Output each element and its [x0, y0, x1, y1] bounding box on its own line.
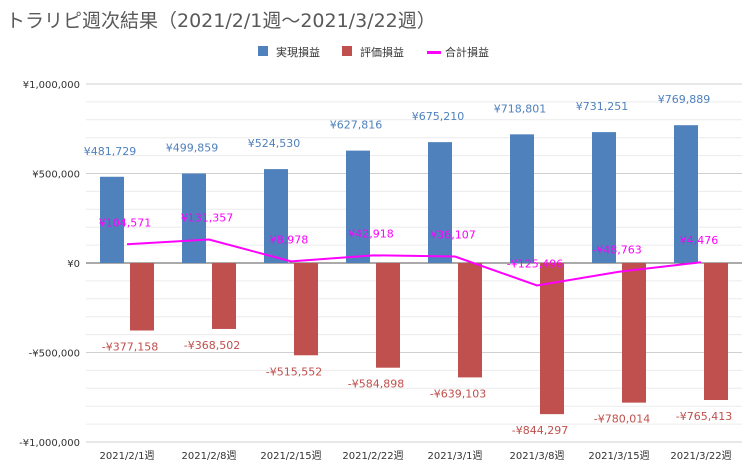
label-unrealized: -¥844,297 — [512, 424, 568, 437]
label-unrealized: -¥515,552 — [266, 365, 322, 378]
label-realized: ¥627,816 — [330, 119, 383, 132]
bar-unrealized — [704, 263, 728, 401]
label-unrealized: -¥780,014 — [594, 413, 650, 426]
x-tick-label: 2021/3/15週 — [588, 450, 649, 462]
legend-swatch-unrealized — [342, 46, 352, 56]
label-unrealized: -¥377,158 — [102, 341, 158, 354]
bar-unrealized — [376, 263, 400, 368]
label-total: ¥104,571 — [99, 216, 152, 229]
data-labels: ¥481,729 -¥377,158 ¥499,859 -¥368,502 ¥524,5… — [84, 93, 732, 437]
bar-realized — [346, 150, 370, 263]
label-realized: ¥675,210 — [412, 110, 465, 123]
label-realized: ¥481,729 — [84, 145, 137, 158]
label-realized: ¥718,801 — [494, 102, 547, 115]
x-tick-label: 2021/2/1週 — [100, 450, 155, 462]
bar-realized — [182, 173, 206, 263]
x-tick-label: 2021/2/8週 — [182, 450, 237, 462]
bar-realized — [674, 125, 698, 263]
y-tick-label: -¥1,000,000 — [19, 438, 80, 449]
x-axis: 2021/2/1週 2021/2/8週 2021/2/15週 2021/2/22週 20… — [100, 450, 732, 462]
bar-realized — [510, 134, 534, 263]
y-tick-label: ¥500,000 — [32, 170, 80, 181]
bar-unrealized — [130, 263, 154, 331]
y-tick-label: ¥1,000,000 — [23, 80, 80, 91]
bars — [100, 125, 728, 415]
bar-realized — [100, 176, 124, 263]
label-unrealized: -¥368,502 — [184, 339, 240, 352]
total-line-path — [126, 238, 702, 287]
legend-swatch-realized — [258, 46, 268, 56]
y-axis: -¥1,000,000 -¥500,000 ¥0 ¥500,000 ¥1,000,000 — [19, 80, 80, 449]
y-tick-label: ¥0 — [67, 259, 80, 270]
x-tick-label: 2021/3/1週 — [428, 450, 483, 462]
label-total: ¥42,918 — [348, 227, 394, 240]
bar-unrealized — [540, 263, 564, 415]
legend-label: 合計損益 — [445, 45, 489, 59]
label-realized: ¥769,889 — [658, 93, 711, 106]
label-total: ¥36,107 — [430, 229, 476, 242]
legend-swatch-total — [427, 51, 441, 54]
legend: 実現損益 評価損益 合計損益 — [258, 45, 489, 59]
label-realized: ¥499,859 — [166, 142, 219, 155]
chart-title: トラリピ週次結果（2021/2/1週～2021/3/22週） — [6, 10, 436, 32]
label-unrealized: -¥765,413 — [676, 410, 732, 423]
x-tick-label: 2021/3/8週 — [510, 450, 565, 462]
x-tick-label: 2021/2/22週 — [342, 450, 403, 462]
label-total: ¥8,978 — [270, 233, 309, 246]
label-total: ¥131,357 — [181, 211, 234, 224]
bar-realized — [264, 169, 288, 263]
label-realized: ¥731,251 — [576, 100, 629, 113]
legend-label: 評価損益 — [360, 45, 404, 59]
label-total: ¥4,476 — [680, 234, 719, 247]
label-unrealized: -¥584,898 — [348, 378, 404, 391]
legend-label: 実現損益 — [276, 45, 320, 59]
label-total: -¥48,763 — [592, 244, 641, 257]
x-tick-label: 2021/3/22週 — [670, 450, 731, 462]
bar-unrealized — [212, 263, 236, 329]
bar-realized — [592, 132, 616, 263]
bar-unrealized — [294, 263, 318, 356]
label-unrealized: -¥639,103 — [430, 387, 486, 400]
bar-realized — [428, 142, 452, 263]
total-line — [126, 238, 702, 287]
x-tick-label: 2021/2/15週 — [260, 450, 321, 462]
bar-unrealized — [458, 263, 482, 378]
label-realized: ¥524,530 — [248, 137, 301, 150]
label-total: -¥125,496 — [507, 257, 563, 270]
bar-unrealized — [622, 263, 646, 403]
y-tick-label: -¥500,000 — [29, 349, 80, 360]
